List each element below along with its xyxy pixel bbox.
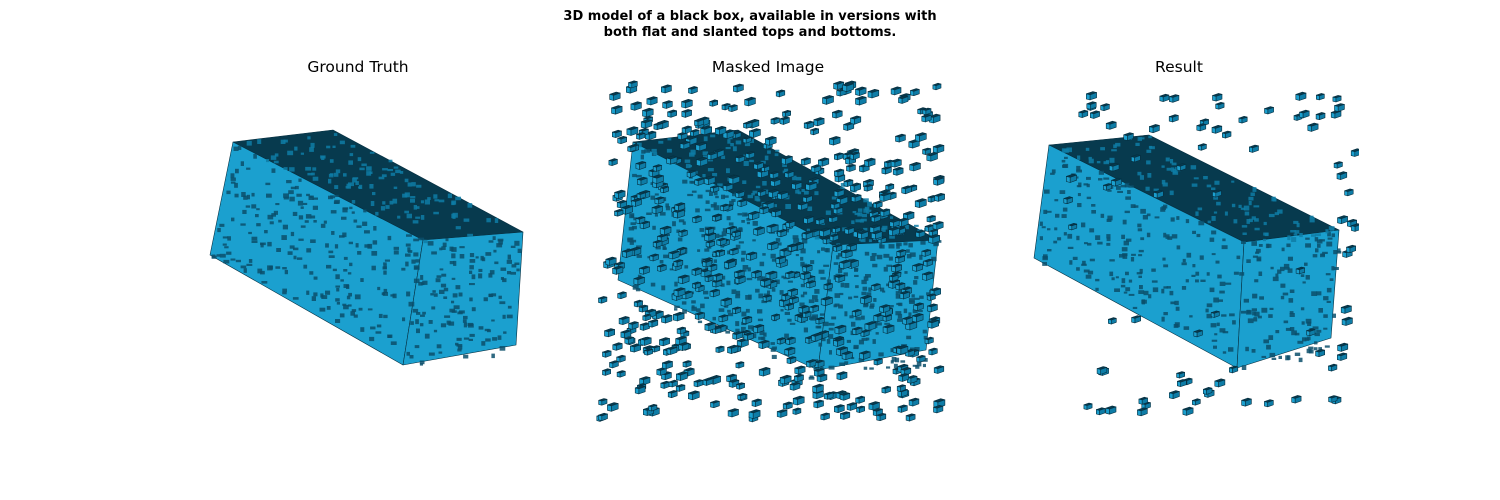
figure-title-line-2: both flat and slanted tops and bottoms.: [603, 25, 897, 40]
panel-title-result: Result: [1155, 58, 1203, 76]
panel-title-masked-image: Masked Image: [711, 58, 825, 76]
figure-title: 3D model of a black box, available in ve…: [0, 9, 1500, 41]
figure-title-line-1: 3D model of a black box, available in ve…: [563, 9, 937, 24]
voxel-render-masked-image: [596, 80, 946, 423]
panel-title-ground-truth: Ground Truth: [307, 58, 409, 76]
voxel-render-ground-truth: [209, 129, 524, 366]
voxel-render-result: [1033, 91, 1359, 417]
